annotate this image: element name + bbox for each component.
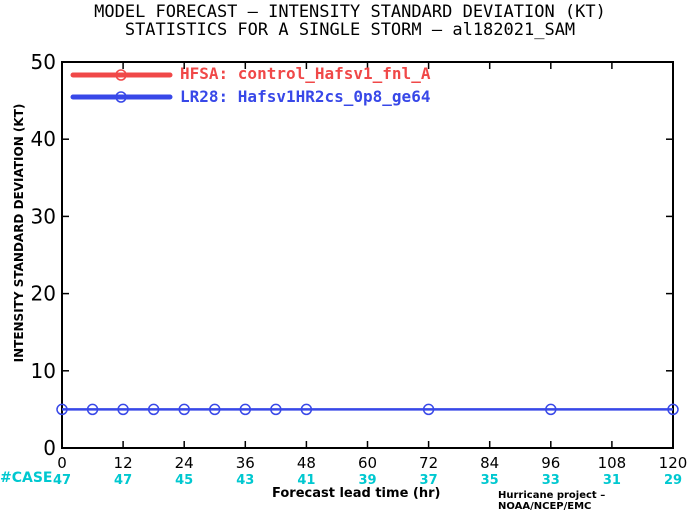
chart-title: MODEL FORECAST – INTENSITY STANDARD DEVI… (94, 2, 606, 22)
case-count: 29 (664, 473, 682, 488)
x-tick-label: 108 (598, 454, 627, 472)
data-point-lr28 (300, 403, 313, 416)
case-count: 47 (114, 473, 132, 488)
data-point-lr28 (239, 403, 252, 416)
x-tick-label: 36 (236, 454, 255, 472)
case-count: 45 (175, 473, 193, 488)
y-tick-label: 20 (31, 282, 56, 306)
series-layer (56, 403, 679, 416)
data-point-lr28 (117, 403, 129, 416)
data-point-lr28 (270, 403, 282, 416)
y-tick-label: 40 (31, 127, 56, 151)
data-point-lr28 (667, 403, 679, 416)
case-counts: 47 47 45 43 41 39 37 35 33 31 29 (53, 473, 682, 488)
x-axis-title: Forecast lead time (hr) (272, 486, 441, 501)
data-point-lr28 (209, 403, 221, 416)
case-count: 33 (542, 473, 560, 488)
case-count: 31 (603, 473, 621, 488)
x-tick-label: 96 (541, 454, 560, 472)
x-tick-label: 84 (480, 454, 499, 472)
case-count: 41 (297, 473, 315, 488)
data-point-lr28 (178, 403, 190, 416)
chart-subtitle: STATISTICS FOR A SINGLE STORM – al182021… (124, 20, 576, 40)
data-point-lr28 (422, 403, 435, 416)
y-tick-label: 50 (31, 50, 56, 74)
x-tick-label: 24 (175, 454, 194, 472)
x-tick-label: 72 (419, 454, 438, 472)
data-point-lr28 (147, 403, 160, 416)
case-label: #CASE (0, 470, 53, 486)
case-count: 47 (53, 473, 71, 488)
y-axis-title: INTENSITY STANDARD DEVIATION (KT) (12, 103, 26, 363)
y-axis: 0 10 20 30 40 50 (31, 50, 673, 460)
legend-marker-lr28 (115, 91, 127, 103)
data-point-lr28 (86, 403, 99, 416)
legend (70, 69, 173, 103)
x-tick-label: 0 (57, 454, 67, 472)
x-tick-label: 60 (358, 454, 377, 472)
legend-label-lr28: LR28: Hafsv1HR2cs_0p8_ge64 (180, 87, 431, 106)
data-point-lr28 (56, 403, 68, 416)
x-tick-label: 12 (114, 454, 133, 472)
x-tick-label: 120 (659, 454, 688, 472)
x-tick-label: 48 (297, 454, 316, 472)
y-tick-label: 10 (31, 359, 56, 383)
case-count: 39 (358, 473, 376, 488)
y-tick-label: 30 (31, 204, 56, 228)
case-count: 43 (236, 473, 254, 488)
legend-marker-hfsa (115, 69, 127, 81)
legend-label-hfsa: HFSA: control_Hafsv1_fnl_A (180, 64, 431, 83)
case-count: 35 (481, 473, 499, 488)
y-tick-label: 0 (43, 436, 56, 460)
credit-text: Hurricane project – NOAA/NCEP/EMC (498, 490, 606, 512)
plot-frame (61, 61, 674, 449)
case-count: 37 (420, 473, 438, 488)
x-axis: 0 12 24 36 48 60 72 84 96 108 120 (57, 62, 687, 472)
data-point-lr28 (545, 403, 557, 416)
